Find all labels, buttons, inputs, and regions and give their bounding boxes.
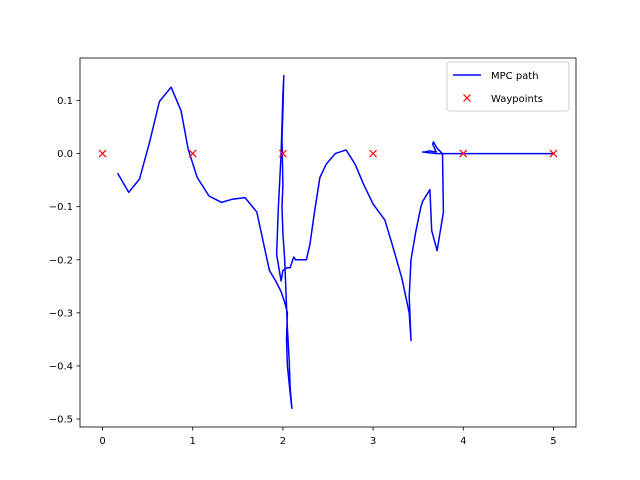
waypoint-marker-stroke bbox=[188, 149, 197, 158]
x-tick-label: 3 bbox=[370, 436, 376, 447]
x-tick-label: 5 bbox=[550, 436, 556, 447]
x-tick-label: 2 bbox=[280, 436, 286, 447]
y-axis: 0.1 0.0 −0.1 −0.2 −0.3 −0.4 −0.5 bbox=[49, 96, 80, 426]
x-tick-label: 4 bbox=[460, 436, 466, 447]
waypoint-marker-stroke bbox=[549, 149, 558, 158]
axes-frame bbox=[79, 57, 577, 428]
legend: MPC path Waypoints bbox=[446, 61, 570, 112]
waypoint-marker-stroke bbox=[459, 149, 468, 158]
legend-swatch-waypoints bbox=[463, 94, 471, 102]
waypoint-marker bbox=[278, 149, 287, 158]
series-line-mpc-path bbox=[117, 74, 555, 410]
y-tick-label: 0.1 bbox=[57, 96, 73, 107]
legend-label-mpc-path: MPC path bbox=[491, 71, 539, 82]
legend-label-waypoints: Waypoints bbox=[491, 94, 543, 105]
waypoint-marker-stroke bbox=[369, 149, 378, 158]
waypoint-marker bbox=[459, 149, 468, 158]
y-tick-label: −0.4 bbox=[49, 361, 73, 372]
y-tick-label: −0.2 bbox=[49, 255, 73, 266]
waypoint-marker bbox=[188, 149, 197, 158]
y-tick-label: 0.0 bbox=[57, 149, 73, 160]
y-tick-label: −0.1 bbox=[49, 202, 73, 213]
legend-marker-stroke bbox=[463, 94, 471, 102]
y-tick-label: −0.5 bbox=[49, 415, 73, 426]
x-axis: 0 1 2 3 4 5 bbox=[99, 427, 557, 447]
waypoint-marker bbox=[549, 149, 558, 158]
waypoint-marker bbox=[98, 149, 107, 158]
x-tick-label: 1 bbox=[190, 436, 196, 447]
waypoint-marker bbox=[369, 149, 378, 158]
y-tick-label: −0.3 bbox=[49, 308, 73, 319]
waypoint-marker-stroke bbox=[278, 149, 287, 158]
waypoint-marker-stroke bbox=[98, 149, 107, 158]
plot-area bbox=[98, 74, 558, 410]
x-tick-label: 0 bbox=[99, 436, 105, 447]
